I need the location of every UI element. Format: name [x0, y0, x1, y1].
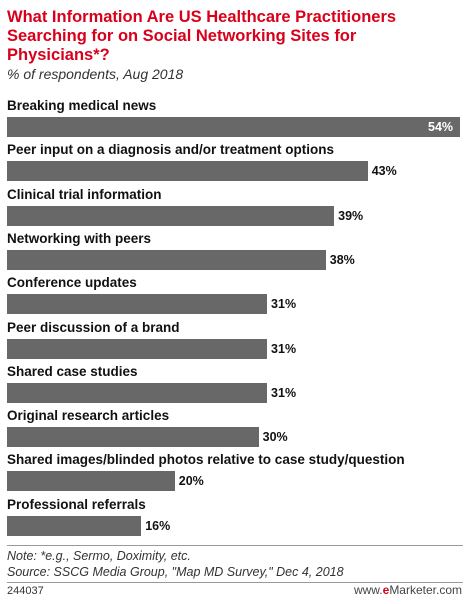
bar-label: Networking with peers	[7, 230, 152, 246]
value-label: 20%	[178, 474, 204, 489]
bar-label: Original research articles	[7, 408, 170, 424]
bar-label: Professional referrals	[7, 496, 146, 512]
bar	[7, 427, 259, 448]
bar-label: Conference updates	[7, 275, 137, 291]
brand-prefix: www.	[353, 583, 383, 597]
value-label: 31%	[271, 297, 297, 312]
bar	[7, 338, 268, 359]
footer-divider	[7, 545, 463, 546]
bar-label: Peer input on a diagnosis and/or treatme…	[7, 142, 335, 158]
chart-id: 244037	[7, 585, 44, 597]
bar-label: Breaking medical news	[7, 98, 157, 113]
bar	[7, 205, 335, 226]
brand-e: e	[382, 583, 390, 597]
bar	[7, 471, 175, 492]
value-label: 16%	[145, 518, 171, 533]
bar	[7, 294, 268, 315]
footer-source: Source: SSCG Media Group, "Map MD Survey…	[7, 565, 344, 579]
bar-label: Shared case studies	[7, 363, 138, 379]
bar	[7, 117, 460, 137]
brand-logo: www.eMarketer.com	[354, 583, 462, 597]
bar-label: Peer discussion of a brand	[7, 319, 180, 335]
bar	[7, 382, 268, 403]
value-label: 43%	[371, 164, 397, 179]
chart-subtitle: % of respondents, Aug 2018	[7, 66, 184, 82]
bar	[7, 515, 142, 536]
brand-suffix: Marketer.com	[389, 583, 462, 597]
bar	[7, 161, 368, 182]
bar-label: Shared images/blinded photos relative to…	[7, 452, 405, 468]
value-label: 54%	[428, 120, 454, 134]
value-label: 38%	[329, 252, 355, 267]
value-label: 30%	[262, 430, 288, 445]
value-label: 31%	[271, 341, 297, 356]
footer-note: Note: *e.g., Sermo, Doximity, etc.	[7, 549, 191, 563]
footer-divider-bottom	[7, 582, 463, 583]
bar-label: Clinical trial information	[7, 186, 162, 202]
value-label: 39%	[338, 208, 364, 223]
bar	[7, 249, 326, 270]
chart-title: What Information Are US Healthcare Pract…	[7, 8, 397, 64]
value-label: 31%	[271, 385, 297, 400]
